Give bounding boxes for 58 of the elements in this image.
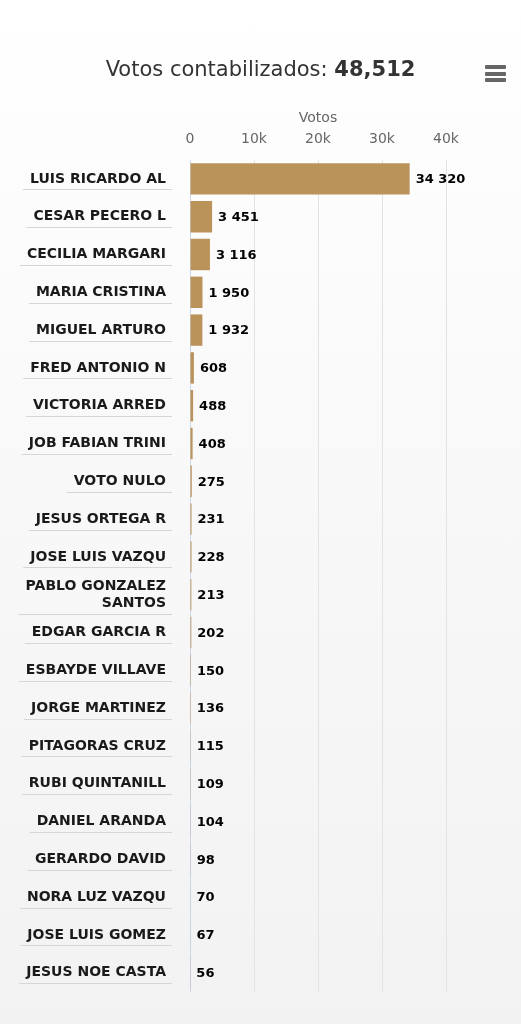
- y-tick-label: LUIS RICARDO AL: [30, 169, 167, 186]
- x-tick-label: 30k: [369, 130, 396, 147]
- data-label: 70: [196, 889, 215, 905]
- y-tick-label: CESAR PECERO L: [33, 207, 167, 224]
- y-tick-label: JOB FABIAN TRINI: [27, 434, 166, 451]
- data-label: 408: [198, 435, 226, 451]
- data-label: 104: [196, 813, 224, 829]
- data-label: 488: [199, 398, 227, 414]
- bar: [190, 238, 210, 271]
- y-tick-label: JOSE LUIS VAZQU: [29, 547, 166, 564]
- y-tick-label: EDGAR GARCIA R: [31, 623, 167, 640]
- bar: [190, 201, 213, 233]
- x-tick-label: 40k: [433, 130, 460, 147]
- data-label: 3 116: [215, 246, 257, 262]
- bar: [190, 314, 203, 346]
- data-label: 1 950: [208, 284, 250, 300]
- data-label: 98: [196, 851, 215, 867]
- data-label: 115: [196, 738, 224, 754]
- data-label: 67: [196, 927, 215, 943]
- y-tick-label: GERARDO DAVID: [34, 849, 166, 866]
- y-tick-label: VICTORIA ARRED: [32, 396, 166, 413]
- bar: [190, 352, 194, 384]
- y-tick-label: JESUS NOE CASTA: [25, 963, 167, 980]
- y-tick-label: JORGE MARTINEZ: [30, 698, 166, 715]
- data-label: 202: [197, 624, 225, 640]
- y-tick-label: DANIEL ARANDA: [36, 812, 167, 829]
- data-label: 1 932: [208, 322, 250, 338]
- data-label: 228: [197, 549, 225, 565]
- y-tick-label: MARIA CRISTINA: [35, 282, 167, 299]
- data-label: 231: [197, 511, 225, 527]
- y-tick-label: RUBI QUINTANILL: [28, 774, 167, 791]
- y-tick-label: PITAGORAS CRUZ: [28, 736, 166, 753]
- x-tick-label: 10k: [241, 130, 268, 147]
- data-label: 3 451: [218, 209, 259, 225]
- data-label: 34 320: [415, 171, 466, 187]
- x-tick-label: 0: [185, 130, 195, 147]
- y-tick-label: VOTO NULO: [73, 471, 167, 488]
- y-tick-label: FRED ANTONIO N: [30, 358, 166, 375]
- bar: [190, 427, 193, 460]
- data-label: 56: [196, 965, 215, 981]
- bar: [190, 163, 410, 195]
- y-tick-label: PABLO GONZALEZ SANTOS: [25, 576, 166, 610]
- bar: [190, 276, 203, 308]
- y-tick-label: CECILIA MARGARI: [26, 245, 166, 262]
- y-tick-label: NORA LUZ VAZQU: [26, 887, 166, 904]
- data-label: 275: [197, 473, 225, 489]
- data-label: 608: [199, 360, 228, 376]
- y-tick-label: JOSE LUIS GOMEZ: [26, 925, 166, 942]
- y-tick-label: MIGUEL ARTURO: [36, 320, 167, 337]
- data-label: 109: [196, 776, 224, 792]
- data-label: 150: [196, 662, 225, 678]
- data-label: 213: [197, 587, 225, 603]
- y-tick-label: ESBAYDE VILLAVE: [25, 660, 166, 677]
- x-axis-title: Votos: [298, 109, 338, 126]
- chart-title: Votos contabilizados: 48,512: [105, 57, 416, 81]
- data-label: 136: [196, 700, 225, 716]
- y-tick-label: JESUS ORTEGA R: [34, 509, 167, 526]
- x-tick-label: 20k: [305, 130, 332, 147]
